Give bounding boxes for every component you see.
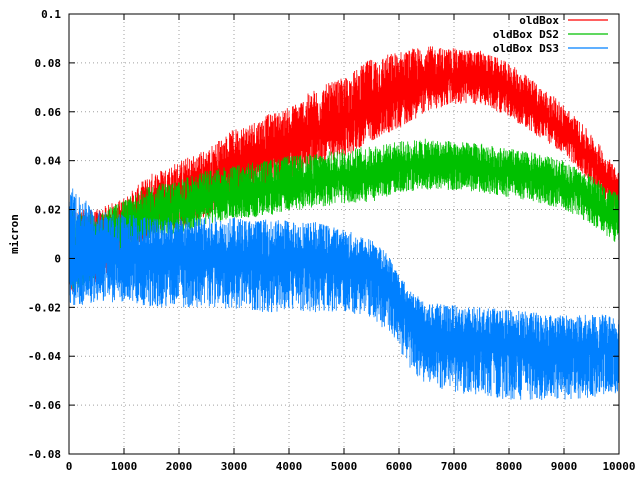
y-tick-label: 0.06 [35, 106, 62, 119]
x-tick-label: 6000 [386, 460, 413, 473]
legend-label: oldBox DS2 [493, 28, 559, 41]
y-tick-label: -0.02 [28, 301, 61, 314]
x-tick-label: 7000 [441, 460, 468, 473]
x-tick-label: 4000 [276, 460, 303, 473]
x-tick-label: 9000 [551, 460, 578, 473]
y-tick-label: -0.06 [28, 399, 61, 412]
tick-labels: 0 1000 2000 3000 4000 5000 6000 7000 8000 9000 100… [28, 8, 636, 473]
x-tick-label: 0 [66, 460, 73, 473]
y-tick-label: 0 [54, 252, 61, 265]
x-tick-label: 3000 [221, 460, 248, 473]
legend-label: oldBox DS3 [493, 42, 559, 55]
y-tick-label: 0.1 [41, 8, 61, 21]
y-axis-title: micron [8, 214, 21, 254]
x-tick-label: 1000 [111, 460, 138, 473]
y-tick-label: -0.08 [28, 448, 61, 461]
x-tick-label: 8000 [496, 460, 523, 473]
y-tick-label: 0.02 [35, 204, 62, 217]
y-tick-label: -0.04 [28, 350, 61, 363]
x-tick-label: 2000 [166, 460, 193, 473]
legend-label: oldBox [519, 14, 559, 27]
x-tick-label: 10000 [602, 460, 635, 473]
y-tick-label: 0.04 [35, 155, 62, 168]
y-tick-label: 0.08 [35, 57, 62, 70]
ticks [68, 13, 620, 455]
x-tick-label: 5000 [331, 460, 358, 473]
